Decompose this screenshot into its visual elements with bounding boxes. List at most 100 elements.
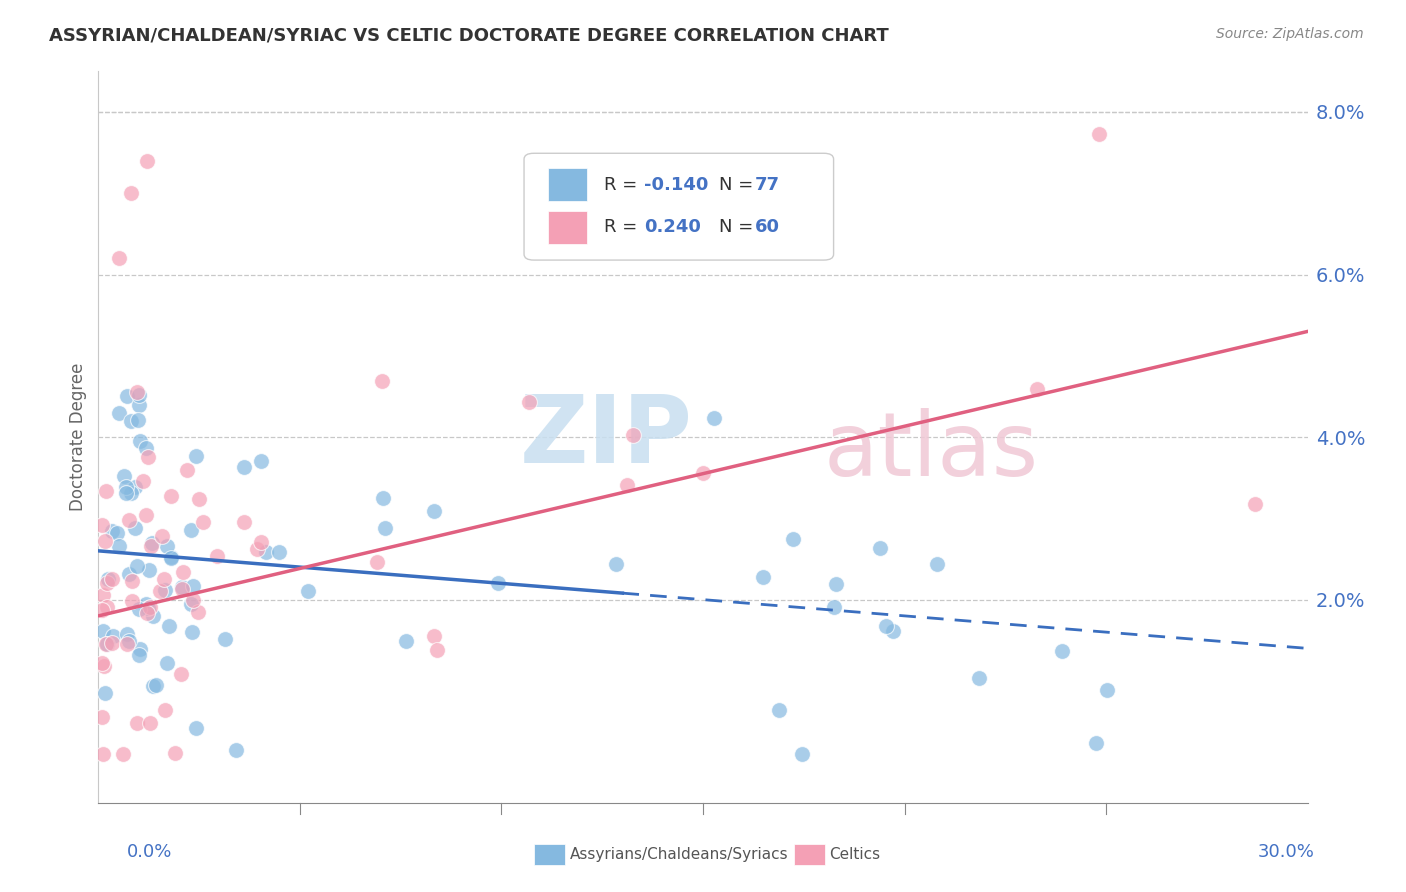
Text: 30.0%: 30.0% (1258, 843, 1315, 861)
Point (825, 577, 848, 591)
Point (128, 602, 150, 616)
Point (395, 634, 418, 648)
Point (136, 600, 159, 615)
Point (96, 637, 118, 651)
Point (112, 747, 135, 761)
Point (170, 667, 193, 681)
Point (115, 389, 138, 403)
Point (93, 588, 115, 602)
Point (120, 186, 142, 201)
Point (131, 474, 153, 488)
Point (125, 384, 148, 399)
Text: -0.140: -0.140 (644, 176, 709, 194)
Point (118, 567, 141, 582)
Point (107, 406, 129, 420)
Point (823, 599, 845, 614)
Point (148, 583, 170, 598)
Text: atlas: atlas (824, 409, 1039, 495)
Text: ASSYRIAN/CHALDEAN/SYRIAC VS CELTIC DOCTORATE DEGREE CORRELATION CHART: ASSYRIAN/CHALDEAN/SYRIAC VS CELTIC DOCTO… (49, 27, 889, 45)
Point (124, 480, 146, 494)
Bar (548, 169, 586, 202)
Point (127, 715, 149, 730)
Point (96, 600, 118, 615)
Point (96, 636, 118, 650)
Point (115, 637, 138, 651)
Point (184, 449, 207, 463)
Point (233, 460, 256, 475)
Point (94, 686, 117, 700)
Y-axis label: Doctorate Degree: Doctorate Degree (69, 363, 87, 511)
Point (127, 558, 149, 573)
Point (152, 529, 174, 543)
Point (107, 252, 129, 266)
Text: ZIP: ZIP (520, 391, 693, 483)
Point (129, 434, 152, 448)
Point (96, 484, 118, 499)
Point (96, 575, 118, 590)
Text: Celtics: Celtics (830, 847, 880, 862)
Point (621, 428, 644, 442)
Point (703, 410, 725, 425)
Point (135, 606, 157, 620)
Point (101, 629, 124, 643)
Point (160, 549, 183, 564)
Point (969, 672, 991, 686)
Point (180, 523, 202, 537)
Point (183, 593, 205, 607)
Point (91, 603, 114, 617)
Point (121, 594, 143, 608)
Point (142, 608, 165, 623)
Point (232, 515, 254, 529)
Point (422, 629, 444, 643)
Point (172, 565, 194, 579)
Point (156, 656, 179, 670)
Point (91, 747, 114, 761)
Point (246, 541, 269, 556)
Text: R =: R = (603, 219, 643, 236)
Point (124, 521, 146, 535)
Point (156, 539, 179, 553)
Text: N =: N = (718, 176, 759, 194)
Point (101, 524, 124, 538)
Point (297, 583, 319, 598)
Point (869, 541, 891, 555)
Point (121, 574, 143, 589)
Point (120, 414, 142, 428)
Point (517, 395, 540, 409)
Point (128, 398, 150, 412)
Point (163, 746, 186, 760)
Point (1095, 682, 1118, 697)
Point (127, 412, 149, 426)
FancyBboxPatch shape (524, 153, 834, 260)
Point (225, 742, 247, 756)
Point (108, 539, 131, 553)
Point (181, 624, 204, 639)
Point (181, 578, 204, 592)
Point (751, 570, 773, 584)
Point (423, 504, 446, 518)
Point (692, 467, 714, 481)
Point (141, 539, 163, 553)
Point (371, 491, 394, 505)
Point (142, 679, 165, 693)
Point (115, 486, 138, 500)
Point (782, 532, 804, 546)
Point (160, 489, 183, 503)
Point (128, 648, 150, 662)
Point (176, 462, 198, 476)
Point (188, 491, 211, 506)
Point (605, 557, 627, 571)
Text: R =: R = (603, 176, 643, 194)
Point (1088, 127, 1111, 141)
Point (882, 624, 904, 639)
Point (153, 703, 176, 717)
Point (91, 656, 114, 670)
Point (1244, 497, 1267, 511)
Point (128, 641, 150, 656)
Text: 77: 77 (755, 176, 780, 194)
Point (135, 153, 157, 168)
Text: Assyrians/Chaldeans/Syriacs: Assyrians/Chaldeans/Syriacs (569, 847, 787, 862)
Point (191, 516, 214, 530)
Point (114, 480, 136, 494)
Point (101, 636, 124, 650)
